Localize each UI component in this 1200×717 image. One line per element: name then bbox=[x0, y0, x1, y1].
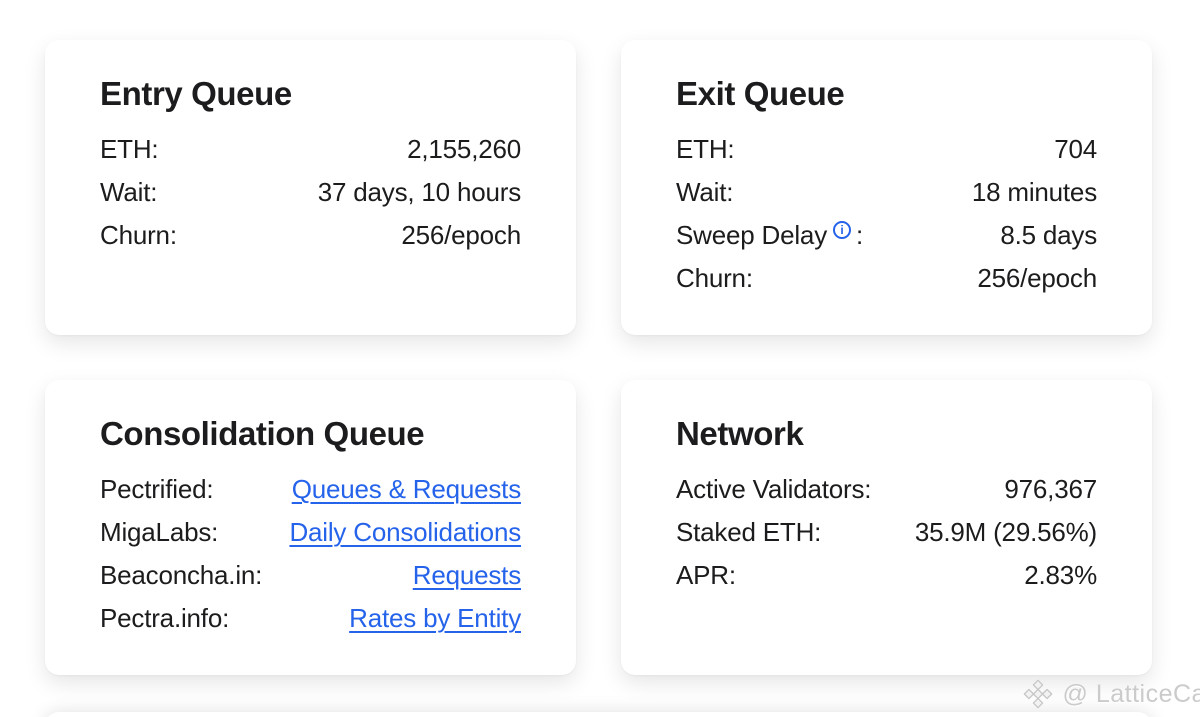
row-label: Wait: bbox=[676, 177, 734, 207]
entry-queue-title: Entry Queue bbox=[100, 75, 292, 112]
row-label: Pectra.info: bbox=[100, 603, 230, 633]
migalabs-daily-consolidations-link[interactable]: Daily Consolidations bbox=[289, 517, 521, 547]
info-icon[interactable]: i bbox=[833, 221, 851, 239]
card-network: Network Active Validators: 976,367 Stake… bbox=[621, 380, 1152, 675]
row-value: 8.5 days bbox=[1000, 220, 1097, 250]
pectrified-queues-requests-link[interactable]: Queues & Requests bbox=[291, 474, 521, 504]
row-value: 256/epoch bbox=[401, 220, 521, 250]
next-card-partial bbox=[45, 712, 1152, 717]
row-label: ETH: bbox=[676, 134, 735, 164]
exit-queue-sweep-delay-row: Sweep Delay i: 8.5 days bbox=[676, 214, 1097, 257]
beaconcha-requests-link[interactable]: Requests bbox=[412, 560, 521, 590]
watermark-handle: @ LatticeCai bbox=[1062, 679, 1200, 708]
row-label: Churn: bbox=[676, 263, 753, 293]
card-exit-queue: Exit Queue ETH: 704 Wait: 18 minutes Swe… bbox=[621, 40, 1152, 335]
entry-queue-churn-row: Churn: 256/epoch bbox=[100, 214, 521, 257]
row-value: 976,367 bbox=[1004, 474, 1097, 504]
entry-queue-wait-row: Wait: 37 days, 10 hours bbox=[100, 171, 521, 214]
sweep-delay-colon: : bbox=[856, 220, 864, 250]
consolidation-queue-title: Consolidation Queue bbox=[100, 415, 425, 452]
row-label: Staked ETH: bbox=[676, 517, 822, 547]
binance-diamond-logo-icon bbox=[1023, 679, 1052, 709]
sweep-delay-label: Sweep Delay bbox=[676, 220, 827, 250]
consolidation-pectrified-row: Pectrified: Queues & Requests bbox=[100, 468, 521, 511]
row-label: MigaLabs: bbox=[100, 517, 219, 547]
exit-queue-eth-row: ETH: 704 bbox=[676, 128, 1097, 171]
cards-grid: Entry Queue ETH: 2,155,260 Wait: 37 days… bbox=[45, 40, 1152, 675]
consolidation-beaconcha-row: Beaconcha.in: Requests bbox=[100, 554, 521, 597]
pectra-rates-by-entity-link[interactable]: Rates by Entity bbox=[349, 603, 521, 633]
network-apr-row: APR: 2.83% bbox=[676, 554, 1097, 597]
row-value: 18 minutes bbox=[971, 177, 1097, 207]
row-label: APR: bbox=[676, 560, 736, 590]
row-label: Beaconcha.in: bbox=[100, 560, 263, 590]
card-consolidation-queue: Consolidation Queue Pectrified: Queues &… bbox=[45, 380, 576, 675]
row-value: 37 days, 10 hours bbox=[317, 177, 521, 207]
exit-queue-wait-row: Wait: 18 minutes bbox=[676, 171, 1097, 214]
row-value: 704 bbox=[1054, 134, 1097, 164]
exit-queue-title: Exit Queue bbox=[676, 75, 845, 112]
row-label: Pectrified: bbox=[100, 474, 214, 504]
row-label: Active Validators: bbox=[676, 474, 872, 504]
consolidation-migalabs-row: MigaLabs: Daily Consolidations bbox=[100, 511, 521, 554]
exit-queue-churn-row: Churn: 256/epoch bbox=[676, 257, 1097, 300]
row-label: ETH: bbox=[100, 134, 159, 164]
card-entry-queue: Entry Queue ETH: 2,155,260 Wait: 37 days… bbox=[45, 40, 576, 335]
entry-queue-eth-row: ETH: 2,155,260 bbox=[100, 128, 521, 171]
row-label: Sweep Delay i: bbox=[676, 214, 863, 257]
row-value: 256/epoch bbox=[977, 263, 1097, 293]
network-title: Network bbox=[676, 415, 804, 452]
network-staked-eth-row: Staked ETH: 35.9M (29.56%) bbox=[676, 511, 1097, 554]
row-value: 35.9M (29.56%) bbox=[914, 517, 1097, 547]
row-value: 2.83% bbox=[1024, 560, 1097, 590]
network-active-validators-row: Active Validators: 976,367 bbox=[676, 468, 1097, 511]
row-label: Wait: bbox=[100, 177, 158, 207]
consolidation-pectra-info-row: Pectra.info: Rates by Entity bbox=[100, 597, 521, 640]
row-value: 2,155,260 bbox=[407, 134, 521, 164]
row-label: Churn: bbox=[100, 220, 177, 250]
watermark: @ LatticeCai bbox=[1022, 678, 1200, 710]
